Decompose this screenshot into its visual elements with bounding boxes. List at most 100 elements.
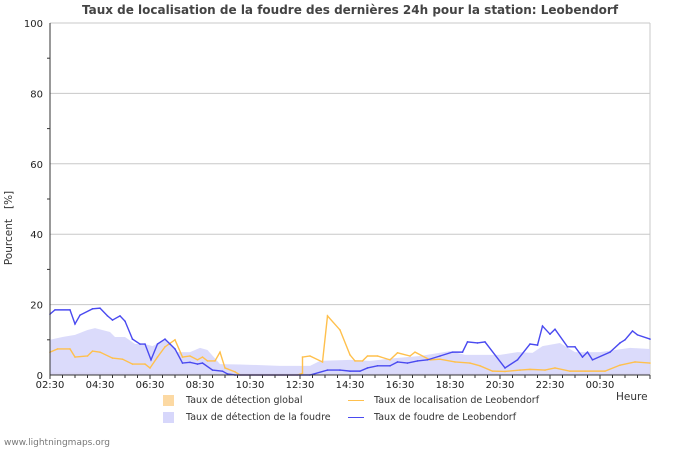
data-point: [604, 370, 606, 372]
data-point: [119, 315, 121, 317]
data-point: [226, 373, 229, 375]
legend-swatch: [348, 400, 364, 401]
y-tick-label: 100: [24, 19, 43, 30]
data-point: [624, 339, 626, 341]
data-point: [504, 367, 506, 369]
data-point: [69, 309, 71, 311]
x-tick-label: 02:30: [36, 380, 65, 391]
data-point: [309, 355, 311, 357]
y-tick-label: 0: [37, 371, 43, 382]
data-point: [491, 370, 494, 372]
x-tick-label: 10:30: [236, 380, 265, 391]
data-point: [636, 334, 639, 336]
data-point: [91, 308, 94, 310]
data-point: [219, 351, 221, 353]
legend-label: Taux de détection de la foudre: [186, 412, 331, 423]
data-point: [479, 365, 481, 367]
data-point: [234, 371, 236, 373]
data-point: [591, 359, 594, 361]
y-tick-label: 40: [30, 230, 43, 241]
data-point: [56, 348, 59, 350]
data-point: [321, 361, 324, 363]
data-point: [189, 355, 191, 357]
data-point: [541, 325, 544, 327]
data-point: [366, 355, 369, 357]
data-point: [221, 370, 224, 372]
x-tick-label: 04:30: [86, 380, 115, 391]
data-point: [301, 372, 304, 375]
data-point: [174, 339, 176, 341]
data-point: [201, 362, 204, 364]
data-point: [181, 362, 184, 364]
data-point: [201, 356, 204, 358]
data-point: [366, 367, 369, 369]
data-point: [376, 355, 379, 357]
x-tick-label: 22:30: [536, 380, 565, 391]
data-point: [111, 319, 114, 321]
data-point: [86, 355, 89, 357]
data-point: [354, 360, 356, 362]
data-point: [439, 358, 441, 360]
x-axis-label: Heure: [616, 391, 648, 403]
data-point: [149, 367, 151, 369]
data-point: [586, 351, 589, 353]
data-point: [150, 359, 152, 361]
legend-label: Taux de foudre de Leobendorf: [374, 412, 517, 423]
data-point: [396, 361, 399, 363]
data-point: [131, 338, 134, 340]
data-point: [619, 342, 621, 344]
legend-item-leobendorf-lightning: Taux de foudre de Leobendorf: [348, 412, 516, 423]
data-point: [619, 364, 621, 366]
data-point: [451, 351, 454, 353]
data-point: [164, 338, 166, 340]
legend-swatch: [348, 417, 364, 418]
data-point: [389, 365, 391, 367]
footer-credit: www.lightningmaps.org: [4, 438, 110, 448]
data-point: [131, 363, 134, 365]
data-point: [544, 369, 546, 371]
data-point: [181, 356, 184, 358]
data-point: [569, 370, 571, 372]
x-tick-label: 16:30: [386, 380, 415, 391]
data-point: [359, 370, 361, 372]
x-tick-label: 08:30: [186, 380, 215, 391]
data-point: [111, 357, 114, 359]
data-point: [461, 351, 464, 353]
data-point: [106, 315, 109, 317]
data-point: [549, 333, 551, 335]
x-tick-label: 00:30: [586, 380, 615, 391]
data-point: [156, 343, 159, 345]
data-point: [409, 355, 411, 357]
legend-item-leobendorf-localisation: Taux de localisation de Leobendorf: [348, 395, 539, 406]
data-point: [196, 363, 199, 365]
data-point: [416, 360, 419, 362]
data-point: [574, 346, 576, 348]
data-point: [99, 351, 101, 353]
x-tick-label: 20:30: [486, 380, 515, 391]
data-point: [301, 356, 304, 358]
data-point: [74, 323, 76, 325]
data-point: [529, 368, 531, 371]
data-point: [536, 344, 539, 346]
data-point: [326, 315, 329, 317]
data-point: [174, 348, 176, 350]
data-point: [121, 358, 124, 360]
data-point: [519, 369, 521, 371]
data-point: [581, 356, 584, 358]
data-point: [649, 338, 651, 340]
legend-item-global-detection: Taux de détection global: [163, 395, 302, 406]
data-point: [554, 367, 556, 369]
data-point: [609, 351, 611, 353]
data-point: [406, 362, 409, 364]
legend-item-lightning-detection: Taux de détection de la foudre: [163, 412, 331, 423]
data-point: [144, 363, 146, 365]
data-point: [211, 369, 214, 371]
data-point: [396, 352, 399, 354]
x-tick-label: 14:30: [336, 380, 365, 391]
data-point: [339, 329, 341, 331]
data-point: [484, 341, 486, 343]
data-point: [349, 370, 351, 372]
data-point: [139, 343, 141, 345]
